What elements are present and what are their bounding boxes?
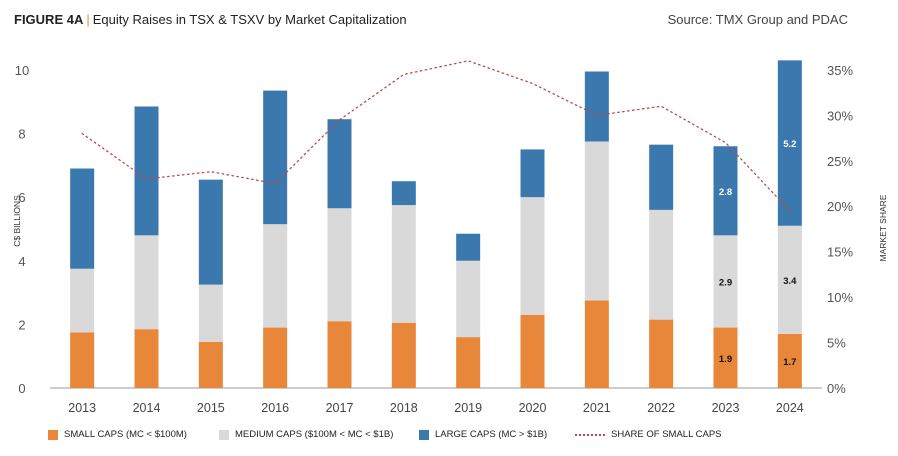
bar-medium-caps <box>327 208 352 322</box>
data-label: 1.7 <box>783 357 796 368</box>
legend-swatch-small <box>48 429 58 440</box>
bar-small-caps <box>713 327 738 388</box>
y2-tick-label: 25% <box>827 154 853 169</box>
bar-small-caps <box>391 322 416 388</box>
y2-tick-label: 30% <box>827 108 853 123</box>
y2-tick-label: 20% <box>827 199 853 214</box>
bar-medium-caps <box>649 209 674 320</box>
data-label: 1.9 <box>719 354 732 365</box>
bar-large-caps <box>327 119 352 209</box>
bar-medium-caps <box>198 284 223 342</box>
y2-tick-label: 5% <box>827 336 846 351</box>
data-label: 2.8 <box>719 187 732 198</box>
legend-swatch-large <box>419 429 429 440</box>
figure-title: FIGURE 4A | Equity Raises in TSX & TSXV by… <box>14 12 407 27</box>
y2-tick-label: 15% <box>827 245 853 260</box>
legend-item-medium-caps: MEDIUM CAPS ($100M < MC < $1B) <box>219 429 393 440</box>
data-label: 3.4 <box>783 276 797 287</box>
legend-label-large: LARGE CAPS (MC > $1B) <box>435 429 548 440</box>
bar-medium-caps <box>70 268 95 333</box>
bar-medium-caps <box>263 224 288 328</box>
chart-title: Equity Raises in TSX & TSXV by Market Ca… <box>92 12 407 27</box>
bar-medium-caps <box>713 235 738 328</box>
y-tick-label: 6 <box>18 190 25 205</box>
chart-plot: 0 2 4 6 8 10 0% 5% 10% 15% 20% 25% 30% 35% C$ BILLIONS… <box>12 60 888 415</box>
source-note: Source: TMX Group and PDAC <box>667 12 848 27</box>
bar-medium-caps <box>584 141 609 301</box>
y-tick-label: 4 <box>18 254 25 269</box>
y-tick-label: 2 <box>18 317 25 332</box>
chart-legend: SMALL CAPS (MC < $100M) MEDIUM CAPS ($10… <box>0 429 898 445</box>
legend-swatch-share-line <box>575 433 605 436</box>
y-tick-label: 0 <box>18 381 25 396</box>
x-tick-label: 2022 <box>647 401 675 415</box>
bar-large-caps <box>520 149 545 198</box>
bar-large-caps <box>713 146 738 236</box>
bar-small-caps <box>263 327 288 388</box>
bar-large-caps <box>456 233 481 261</box>
legend-swatch-medium <box>219 429 229 440</box>
x-tick-label: 2021 <box>583 401 611 415</box>
bar-small-caps <box>327 321 352 388</box>
bar-small-caps <box>649 319 674 388</box>
data-label: 5.2 <box>783 139 796 150</box>
x-tick-label: 2019 <box>454 401 482 415</box>
y-tick-label: 10 <box>15 63 29 78</box>
x-tick-label: 2013 <box>68 401 96 415</box>
x-tick-label: 2016 <box>261 401 289 415</box>
legend-item-share: SHARE OF SMALL CAPS <box>575 429 722 440</box>
share-of-small-caps-line <box>81 60 791 212</box>
figure-label: FIGURE 4A <box>14 12 84 27</box>
legend-label-small: SMALL CAPS (MC < $100M) <box>64 429 187 440</box>
bar-large-caps <box>777 60 802 226</box>
legend-item-small-caps: SMALL CAPS (MC < $100M) <box>48 429 187 440</box>
bar-large-caps <box>198 179 223 285</box>
bar-medium-caps <box>391 205 416 323</box>
x-tick-label: 2018 <box>390 401 418 415</box>
x-tick-label: 2017 <box>326 401 354 415</box>
bar-medium-caps <box>777 225 802 334</box>
legend-label-medium: MEDIUM CAPS ($100M < MC < $1B) <box>235 429 394 440</box>
y2-tick-label: 35% <box>827 63 853 78</box>
y2-tick-label: 10% <box>827 290 853 305</box>
bar-large-caps <box>134 106 159 236</box>
bar-small-caps <box>777 333 802 388</box>
bar-large-caps <box>391 181 416 206</box>
bar-large-caps <box>649 144 674 210</box>
legend-label-share: SHARE OF SMALL CAPS <box>611 429 722 440</box>
bar-large-caps <box>263 90 288 225</box>
y-tick-label: 8 <box>18 127 25 142</box>
y2-axis-title: MARKET SHARE <box>878 194 888 261</box>
x-tick-label: 2015 <box>197 401 225 415</box>
bar-large-caps <box>584 71 609 142</box>
data-label: 2.9 <box>719 277 732 288</box>
legend-item-large-caps: LARGE CAPS (MC > $1B) <box>419 429 547 440</box>
bar-small-caps <box>584 300 609 388</box>
bar-small-caps <box>134 329 159 388</box>
x-tick-label: 2020 <box>519 401 547 415</box>
bar-small-caps <box>70 332 95 388</box>
y2-tick-label: 0% <box>827 381 846 396</box>
x-tick-label: 2023 <box>712 401 740 415</box>
title-separator: | <box>86 12 90 27</box>
bar-medium-caps <box>456 260 481 338</box>
bar-medium-caps <box>520 197 545 315</box>
bar-large-caps <box>70 168 95 269</box>
bar-small-caps <box>456 337 481 388</box>
bar-medium-caps <box>134 235 159 330</box>
x-tick-label: 2024 <box>776 401 804 415</box>
y-axis-title: C$ BILLIONS <box>12 195 22 247</box>
x-tick-label: 2014 <box>133 401 161 415</box>
bar-small-caps <box>198 341 223 388</box>
bar-small-caps <box>520 314 545 388</box>
